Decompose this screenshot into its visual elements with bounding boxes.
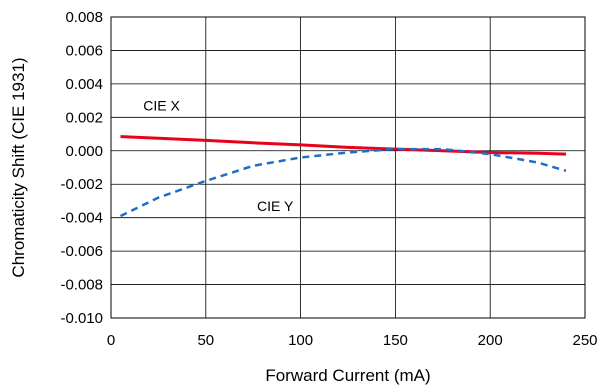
x-tick-label: 200 xyxy=(478,332,503,349)
annotations: CIE X CIE Y xyxy=(143,98,294,214)
x-axis-label: Forward Current (mA) xyxy=(265,366,430,385)
y-tick-label: 0.002 xyxy=(65,109,103,126)
series-layer xyxy=(119,135,567,218)
y-tick-label: -0.010 xyxy=(60,310,103,327)
y-tick-label: -0.008 xyxy=(60,277,103,294)
plot-frame xyxy=(110,16,586,319)
x-tick-label: 50 xyxy=(197,332,214,349)
series-line-cie-x xyxy=(120,135,567,156)
y-tick-label: 0.000 xyxy=(65,143,103,160)
x-tick-label: 250 xyxy=(572,332,597,349)
y-tick-label: -0.004 xyxy=(60,210,103,227)
series-annotation: CIE X xyxy=(143,98,180,114)
x-tick-label: 0 xyxy=(107,332,115,349)
y-tick-label: -0.006 xyxy=(60,243,103,260)
grid xyxy=(110,16,586,319)
series-line-cie-y xyxy=(119,147,567,218)
y-tick-label: 0.006 xyxy=(65,42,103,59)
y-axis-label: Chromaticity Shift (CIE 1931) xyxy=(9,57,28,277)
y-tick-label: -0.002 xyxy=(60,176,103,193)
y-tick-label: 0.004 xyxy=(65,76,103,93)
x-tick-label: 150 xyxy=(383,332,408,349)
tick-labels: 0 50 100 150 200 250 0.008 0.006 0.004 0.002 0.000… xyxy=(60,9,597,349)
y-tick-label: 0.008 xyxy=(65,9,103,26)
series-annotation: CIE Y xyxy=(257,198,294,214)
x-tick-label: 100 xyxy=(288,332,313,349)
